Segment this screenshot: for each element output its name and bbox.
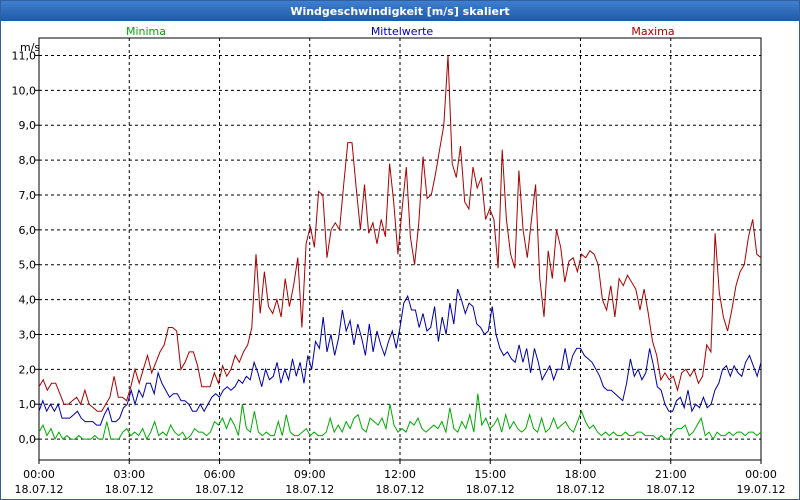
series-line-mittelwerte — [38, 288, 762, 426]
y-axis-ticks: 0,0 1,0 2,0 3,0 4,0 5,0 6,0 7,0 8,0 9,0 10,0 11,0 — [12, 49, 39, 446]
series-line-minima — [38, 393, 762, 441]
x-tick-date: 18.07.12 — [376, 483, 425, 496]
x-tick-date: 18.07.12 — [646, 483, 695, 496]
y-tick-label: 9,0 — [19, 119, 37, 132]
x-tick-time: 03:00 — [113, 468, 145, 481]
x-tick-time: 21:00 — [655, 468, 687, 481]
grid-lines — [39, 38, 761, 460]
x-tick-time: 18:00 — [565, 468, 597, 481]
x-tick-time: 09:00 — [294, 468, 326, 481]
y-tick-label: 10,0 — [12, 84, 37, 97]
y-tick-label: 4,0 — [19, 294, 37, 307]
legend-maxima: Maxima — [631, 25, 674, 38]
legend-mittelwerte: Mittelwerte — [371, 25, 434, 38]
y-tick-label: 5,0 — [19, 259, 37, 272]
x-tick-date: 18.07.12 — [556, 483, 605, 496]
y-tick-label: 11,0 — [12, 49, 37, 62]
x-tick-time: 00:00 — [745, 468, 777, 481]
x-tick-date: 18.07.12 — [105, 483, 154, 496]
window-title: Windgeschwindigkeit [m/s] skaliert — [1, 1, 799, 21]
x-tick-date: 18.07.12 — [15, 483, 64, 496]
y-tick-label: 0,0 — [19, 433, 37, 446]
x-axis-ticks: 00:00 18.07.12 03:00 18.07.12 06:00 18.07.12 0… — [15, 460, 786, 496]
x-tick-date: 18.07.12 — [285, 483, 334, 496]
y-tick-label: 7,0 — [19, 189, 37, 202]
x-tick-date: 19.07.12 — [737, 483, 786, 496]
y-axis-unit-label: m/s — [20, 41, 40, 54]
y-tick-label: 1,0 — [19, 398, 37, 411]
x-tick-time: 00:00 — [23, 468, 55, 481]
legend-minima: Minima — [126, 25, 166, 38]
series-line-maxima — [38, 55, 762, 412]
x-tick-date: 18.07.12 — [466, 483, 515, 496]
y-tick-label: 8,0 — [19, 154, 37, 167]
x-tick-time: 12:00 — [384, 468, 416, 481]
y-tick-label: 6,0 — [19, 224, 37, 237]
x-tick-time: 06:00 — [204, 468, 236, 481]
series-lines — [38, 55, 762, 441]
x-tick-date: 18.07.12 — [195, 483, 244, 496]
y-tick-label: 2,0 — [19, 363, 37, 376]
x-tick-time: 15:00 — [474, 468, 506, 481]
y-tick-label: 3,0 — [19, 328, 37, 341]
